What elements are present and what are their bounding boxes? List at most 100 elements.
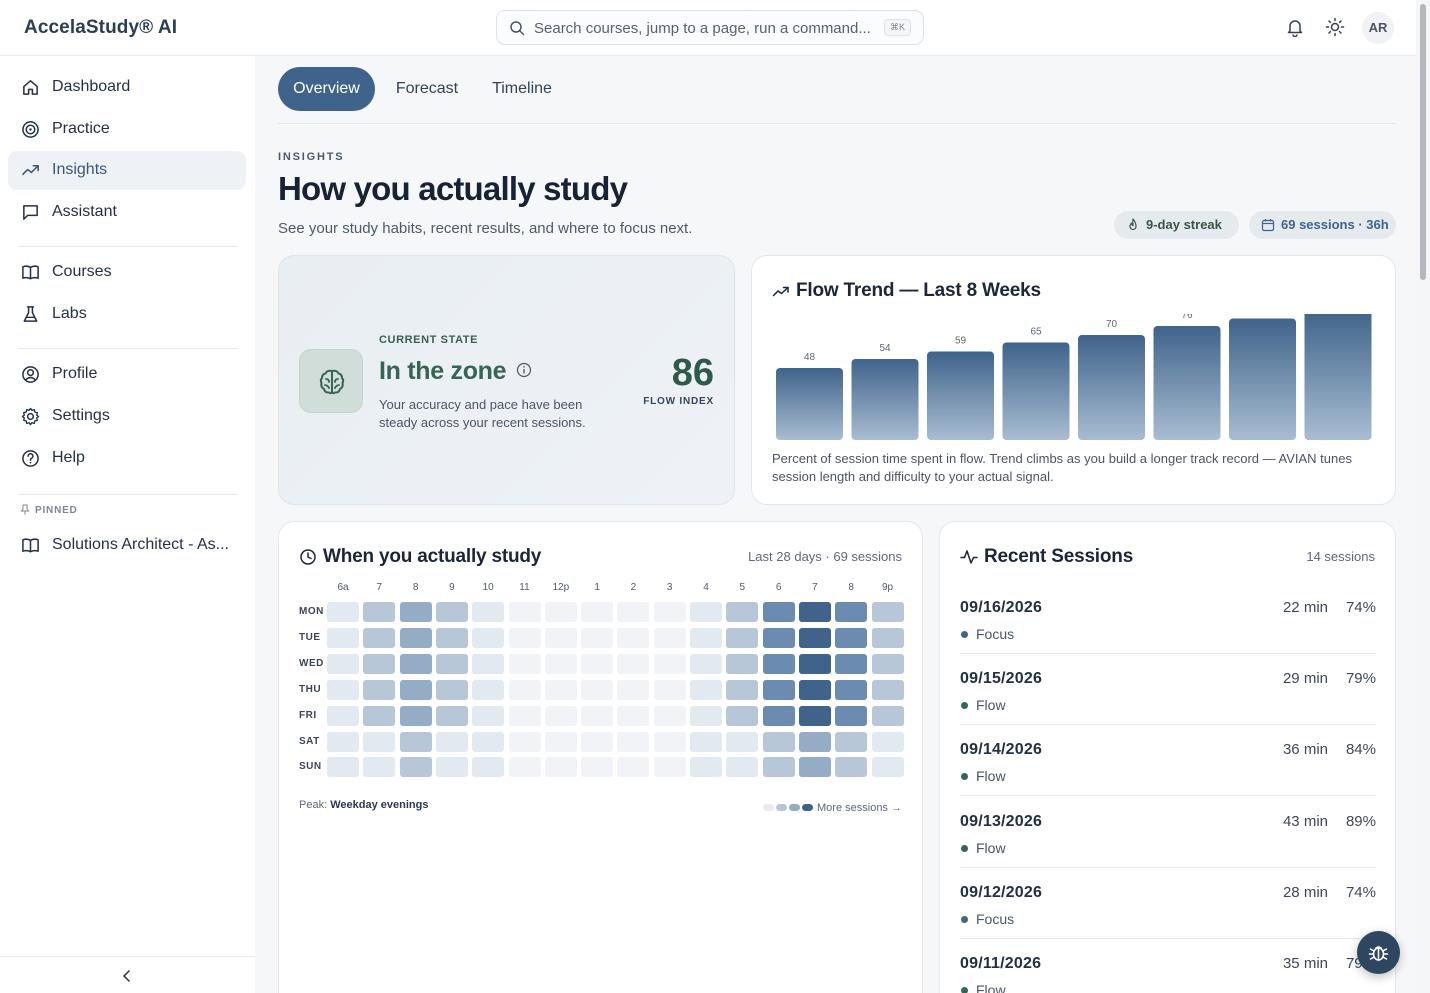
heatmap-cell[interactable] [327, 679, 359, 700]
heatmap-cell[interactable] [835, 705, 868, 726]
heatmap-cell[interactable] [762, 705, 795, 726]
sidebar-item-dashboard[interactable]: Dashboard [8, 68, 246, 107]
sidebar-pinned-item[interactable]: Solutions Architect - As... [8, 526, 246, 565]
heatmap-cell[interactable] [363, 757, 396, 778]
heatmap-cell[interactable] [544, 757, 577, 778]
heatmap-cell[interactable] [871, 653, 904, 674]
heatmap-cell[interactable] [327, 705, 359, 726]
heatmap-cell[interactable] [327, 602, 359, 622]
heatmap-cell[interactable] [690, 602, 722, 622]
heatmap-cell[interactable] [871, 679, 904, 700]
heatmap-cell[interactable] [435, 705, 468, 726]
heatmap-cell[interactable] [581, 627, 614, 648]
heatmap-cell[interactable] [690, 757, 722, 778]
bug-report-button[interactable] [1357, 931, 1400, 974]
heatmap-cell[interactable] [472, 757, 505, 778]
heatmap-cell[interactable] [363, 679, 396, 700]
sidebar-item-profile[interactable]: Profile [8, 355, 246, 394]
heatmap-cell[interactable] [544, 627, 577, 648]
heatmap-cell[interactable] [726, 602, 759, 622]
heatmap-cell[interactable] [726, 627, 759, 648]
heatmap-cell[interactable] [472, 731, 505, 752]
sidebar-item-practice[interactable]: Practice [8, 110, 246, 149]
heatmap-cell[interactable] [544, 731, 577, 752]
heatmap-cell[interactable] [617, 705, 650, 726]
heatmap-cell[interactable] [472, 679, 505, 700]
heatmap-cell[interactable] [726, 653, 759, 674]
heatmap-cell[interactable] [581, 653, 614, 674]
heatmap-cell[interactable] [472, 653, 505, 674]
heatmap-cell[interactable] [435, 679, 468, 700]
heatmap-cell[interactable] [726, 757, 759, 778]
heatmap-cell[interactable] [399, 705, 432, 726]
heatmap-cell[interactable] [508, 627, 541, 648]
sidebar-item-labs[interactable]: Labs [8, 295, 246, 334]
session-row[interactable]: 09/12/2026 28 min 74% Focus [960, 868, 1376, 939]
heatmap-cell[interactable] [435, 627, 468, 648]
heatmap-cell[interactable] [653, 757, 686, 778]
heatmap-cell[interactable] [835, 602, 868, 622]
heatmap-cell[interactable] [690, 627, 722, 648]
heatmap-cell[interactable] [653, 731, 686, 752]
heatmap-cell[interactable] [399, 602, 432, 622]
info-icon[interactable] [516, 362, 532, 378]
heatmap-cell[interactable] [581, 602, 614, 622]
heatmap-cell[interactable] [798, 705, 831, 726]
heatmap-cell[interactable] [835, 627, 868, 648]
heatmap-cell[interactable] [653, 705, 686, 726]
brand-logo[interactable]: AccelaStudy® AI [24, 17, 178, 38]
heatmap-cell[interactable] [653, 602, 686, 622]
heatmap-cell[interactable] [690, 653, 722, 674]
heatmap-cell[interactable] [363, 705, 396, 726]
heatmap-cell[interactable] [508, 757, 541, 778]
tab-timeline[interactable]: Timeline [492, 80, 552, 97]
heatmap-cell[interactable] [508, 602, 541, 622]
chevron-left-icon[interactable] [118, 967, 136, 985]
search-input[interactable]: Search courses, jump to a page, run a co… [534, 20, 871, 37]
heatmap-cell[interactable] [798, 653, 831, 674]
heatmap-cell[interactable] [617, 757, 650, 778]
scrollbar-thumb[interactable] [1420, 4, 1426, 280]
heatmap-cell[interactable] [399, 731, 432, 752]
heatmap-cell[interactable] [472, 627, 505, 648]
heatmap-cell[interactable] [327, 731, 359, 752]
heatmap-cell[interactable] [327, 627, 359, 648]
heatmap-cell[interactable] [399, 757, 432, 778]
session-row[interactable]: 09/14/2026 36 min 84% Flow [960, 725, 1376, 797]
heatmap-cell[interactable] [653, 627, 686, 648]
heatmap-cell[interactable] [435, 731, 468, 752]
heatmap-cell[interactable] [617, 653, 650, 674]
heatmap-cell[interactable] [363, 653, 396, 674]
heatmap-cell[interactable] [399, 653, 432, 674]
heatmap-cell[interactable] [871, 757, 904, 778]
page-scrollbar[interactable] [1416, 0, 1430, 993]
heatmap-cell[interactable] [435, 653, 468, 674]
heatmap-cell[interactable] [581, 757, 614, 778]
heatmap-cell[interactable] [798, 627, 831, 648]
heatmap-cell[interactable] [435, 757, 468, 778]
heatmap-cell[interactable] [399, 627, 432, 648]
heatmap-cell[interactable] [617, 627, 650, 648]
heatmap-cell[interactable] [871, 602, 904, 622]
heatmap-cell[interactable] [544, 653, 577, 674]
heatmap-cell[interactable] [871, 705, 904, 726]
heatmap-cell[interactable] [508, 653, 541, 674]
heatmap-cell[interactable] [544, 705, 577, 726]
heatmap-cell[interactable] [762, 757, 795, 778]
heatmap-cell[interactable] [472, 602, 505, 622]
sidebar-item-insights[interactable]: Insights [8, 151, 246, 190]
heatmap-cell[interactable] [653, 653, 686, 674]
heatmap-cell[interactable] [327, 757, 359, 778]
sidebar-item-courses[interactable]: Courses [8, 253, 246, 292]
heatmap-cell[interactable] [327, 653, 359, 674]
heatmap-cell[interactable] [399, 679, 432, 700]
heatmap-cell[interactable] [653, 679, 686, 700]
heatmap-cell[interactable] [762, 653, 795, 674]
sun-icon[interactable] [1325, 17, 1345, 37]
heatmap-cell[interactable] [835, 731, 868, 752]
heatmap-cell[interactable] [835, 757, 868, 778]
heatmap-cell[interactable] [871, 627, 904, 648]
heatmap-cell[interactable] [871, 731, 904, 752]
heatmap-cell[interactable] [762, 731, 795, 752]
